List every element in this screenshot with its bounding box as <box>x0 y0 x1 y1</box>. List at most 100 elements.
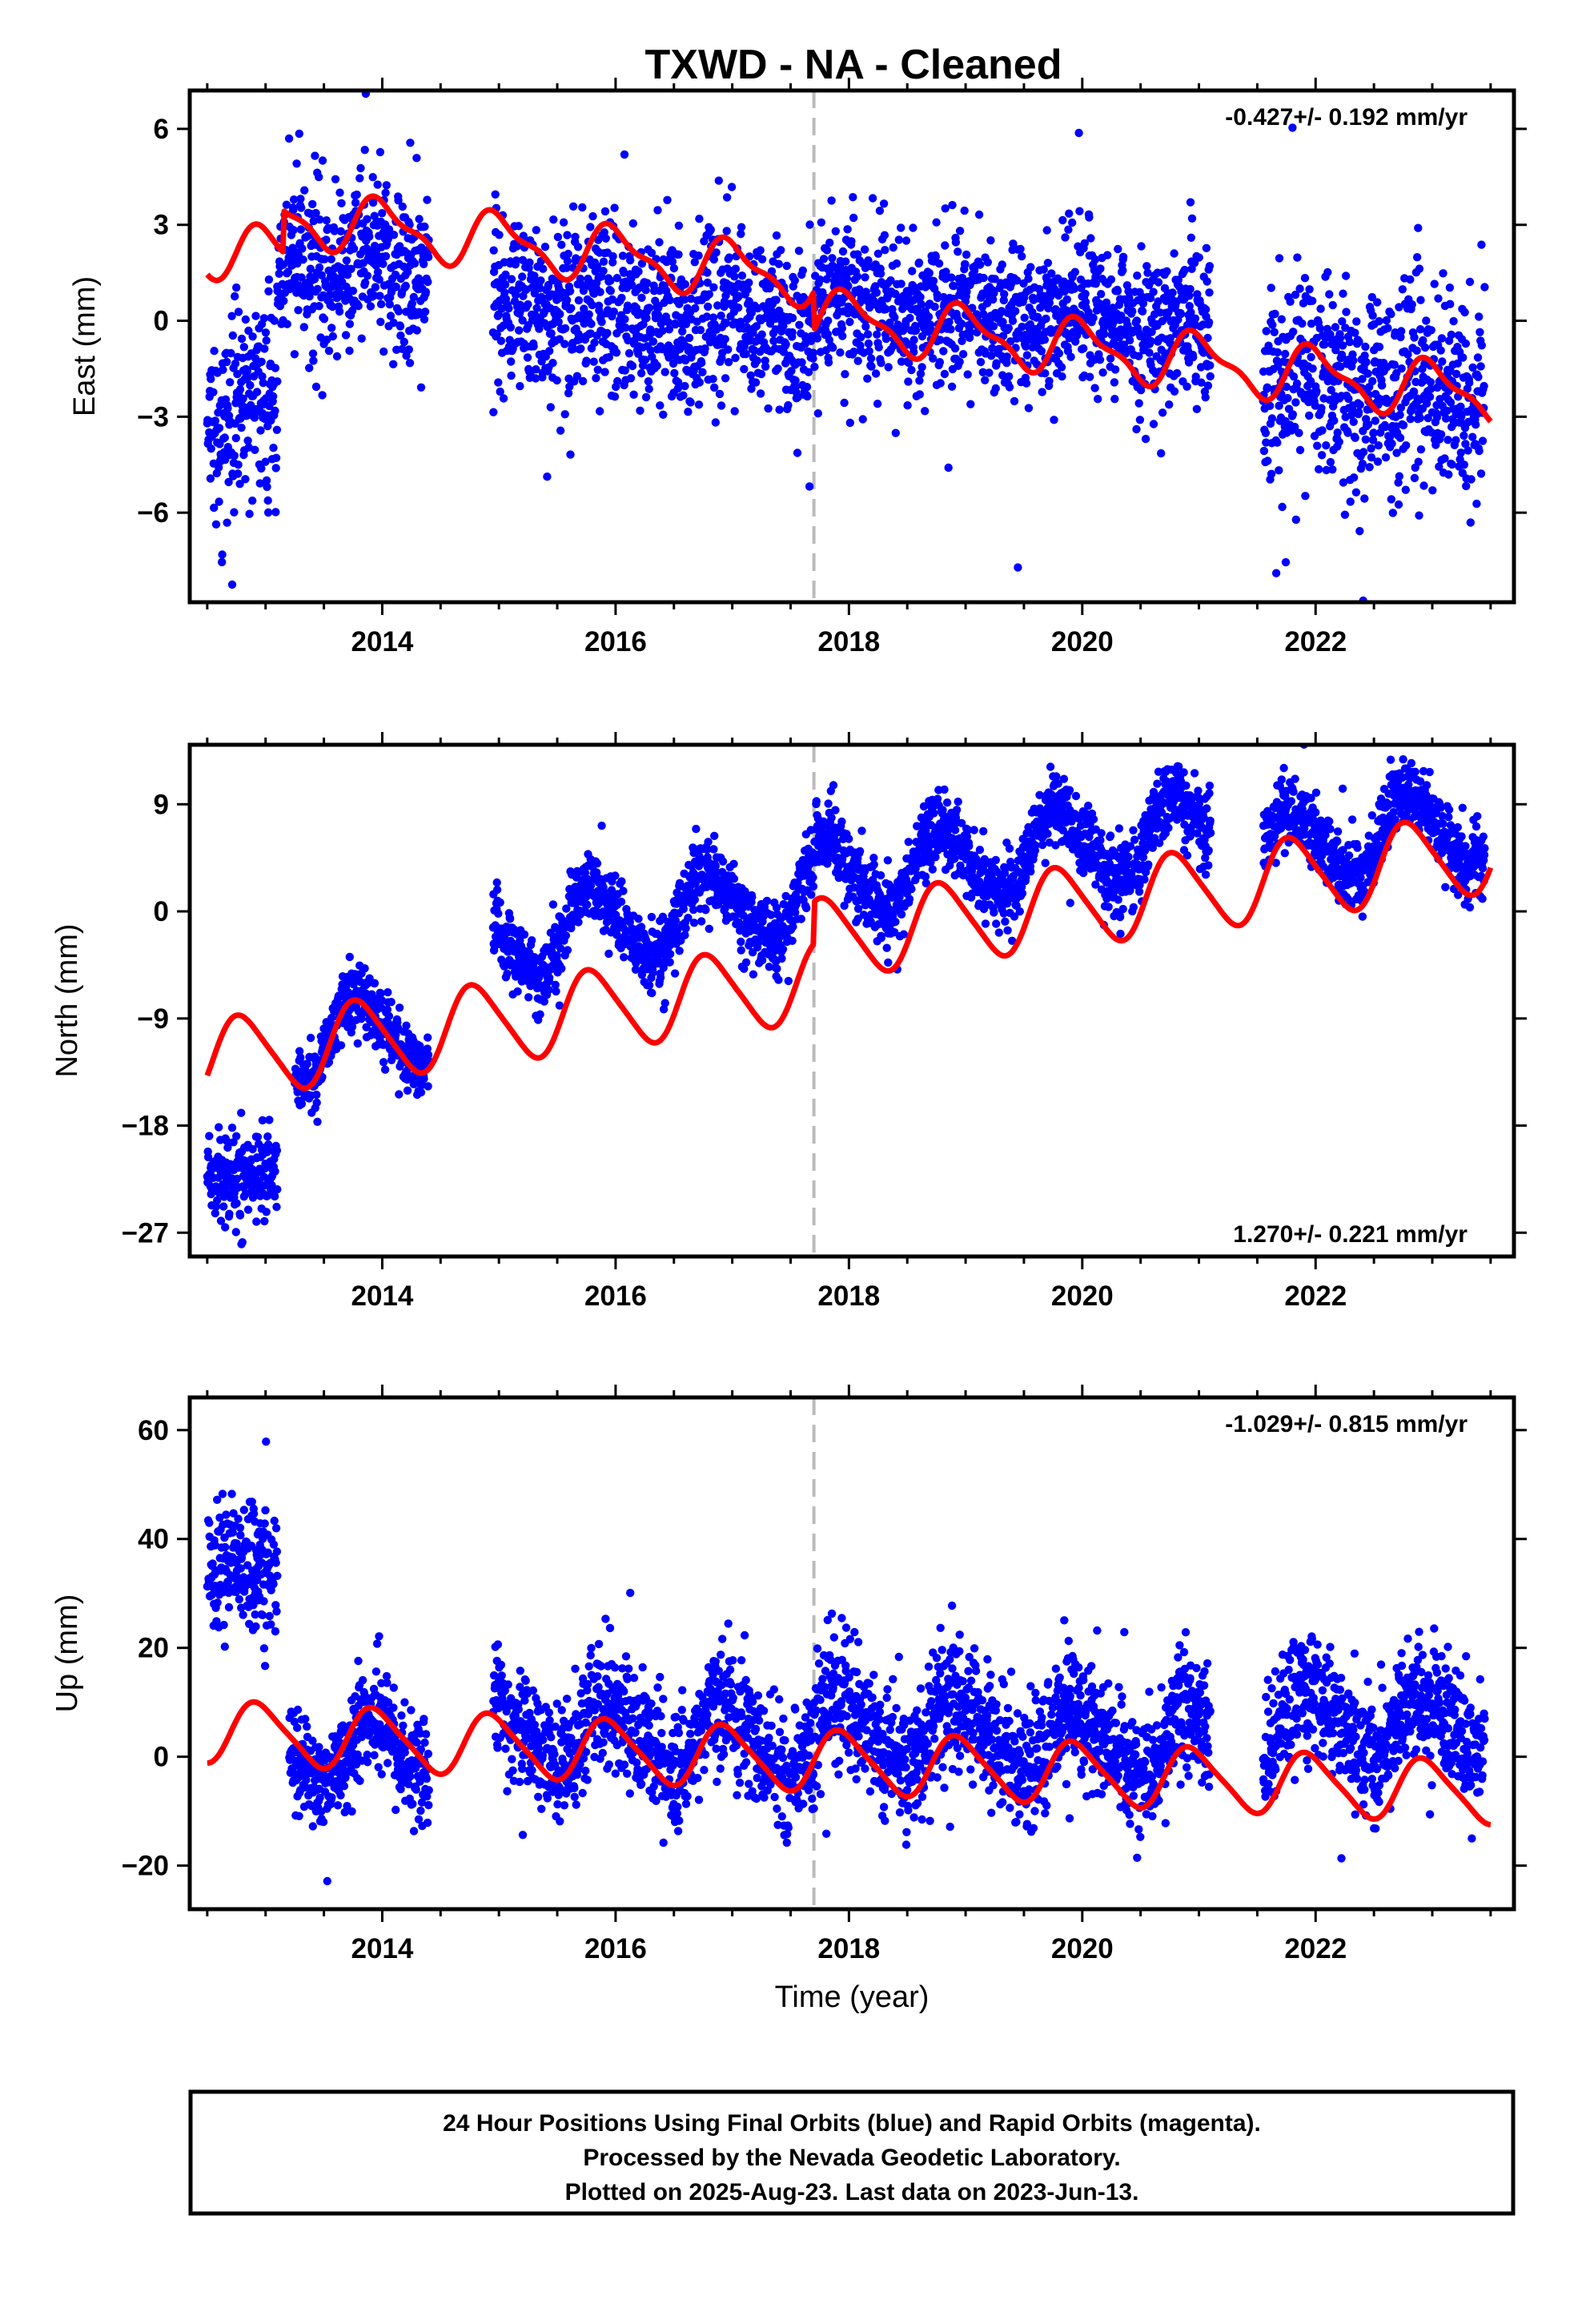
data-point <box>1010 396 1019 406</box>
data-point <box>1110 378 1119 387</box>
data-point <box>297 203 306 212</box>
data-point <box>1427 384 1435 393</box>
data-point <box>557 240 566 249</box>
data-point <box>239 343 248 352</box>
data-point <box>553 232 563 242</box>
data-point <box>1008 316 1018 325</box>
data-point <box>531 374 540 383</box>
data-point <box>560 324 570 333</box>
data-point <box>373 267 383 276</box>
data-point <box>1349 356 1358 365</box>
data-point <box>559 218 568 227</box>
position-points <box>203 90 1489 602</box>
data-point <box>824 316 833 325</box>
data-point <box>1271 569 1281 577</box>
data-point <box>215 1123 223 1132</box>
data-point <box>296 225 305 234</box>
data-point <box>837 324 847 333</box>
data-point <box>1456 402 1465 411</box>
data-point <box>1423 413 1432 423</box>
data-point <box>398 202 407 211</box>
data-point <box>363 271 372 280</box>
data-point <box>652 361 661 370</box>
data-point <box>1340 510 1350 519</box>
data-point <box>989 295 998 304</box>
data-point <box>220 433 229 442</box>
data-point <box>273 377 282 386</box>
data-point <box>263 496 272 505</box>
data-point <box>215 463 223 472</box>
data-point <box>263 1140 273 1149</box>
data-point <box>643 279 652 287</box>
data-point <box>203 1152 213 1162</box>
data-point <box>1383 398 1391 408</box>
data-point <box>320 255 329 263</box>
data-point <box>528 936 536 945</box>
data-point <box>841 257 850 266</box>
data-point <box>248 1144 257 1154</box>
data-point <box>705 924 713 934</box>
data-point <box>256 426 265 435</box>
data-point <box>590 338 599 348</box>
data-point <box>382 181 391 190</box>
data-point <box>985 368 994 377</box>
data-point <box>948 200 957 210</box>
data-point <box>1359 448 1368 456</box>
data-point <box>778 945 788 954</box>
data-point <box>1291 398 1300 407</box>
data-point <box>306 1033 315 1043</box>
data-point <box>335 188 344 197</box>
data-point <box>243 436 252 445</box>
data-point <box>1307 352 1315 362</box>
data-point <box>1047 269 1056 278</box>
data-point <box>1000 290 1009 299</box>
data-point <box>642 314 651 323</box>
data-point <box>387 998 396 1007</box>
data-point <box>987 352 996 360</box>
data-point <box>347 1022 357 1031</box>
data-point <box>546 403 555 412</box>
data-point <box>806 891 816 899</box>
data-point <box>1354 408 1363 416</box>
data-point <box>915 376 924 385</box>
data-point <box>636 406 644 415</box>
data-point <box>1368 376 1377 386</box>
data-point <box>1106 354 1115 363</box>
data-point <box>629 390 638 399</box>
data-point <box>239 394 247 403</box>
data-point <box>761 356 769 365</box>
data-point <box>1406 415 1415 424</box>
data-point <box>861 273 869 282</box>
data-point <box>265 1116 274 1124</box>
data-point <box>815 275 825 284</box>
data-point <box>345 320 355 328</box>
data-point <box>873 249 883 258</box>
data-point <box>578 376 588 386</box>
data-point <box>974 210 984 219</box>
data-point <box>951 238 961 247</box>
data-point <box>1344 394 1353 404</box>
data-point <box>489 408 498 416</box>
data-point <box>1040 336 1050 344</box>
data-point <box>238 1238 247 1247</box>
data-point <box>1013 276 1022 285</box>
data-point <box>907 365 916 375</box>
data-point <box>936 336 945 344</box>
data-point <box>1426 378 1435 387</box>
data-point <box>1091 279 1101 288</box>
data-point <box>241 475 250 484</box>
data-point <box>891 289 900 299</box>
data-point <box>1268 320 1277 329</box>
data-point <box>506 323 515 332</box>
data-point <box>296 1053 305 1062</box>
data-point <box>507 371 516 380</box>
data-point <box>877 359 885 368</box>
data-point <box>962 250 971 259</box>
data-point <box>1375 343 1384 352</box>
data-point <box>999 296 1009 305</box>
data-point <box>686 294 696 304</box>
data-point <box>272 1146 282 1155</box>
data-point <box>224 477 233 487</box>
data-point <box>245 509 254 518</box>
data-point <box>1412 253 1422 262</box>
